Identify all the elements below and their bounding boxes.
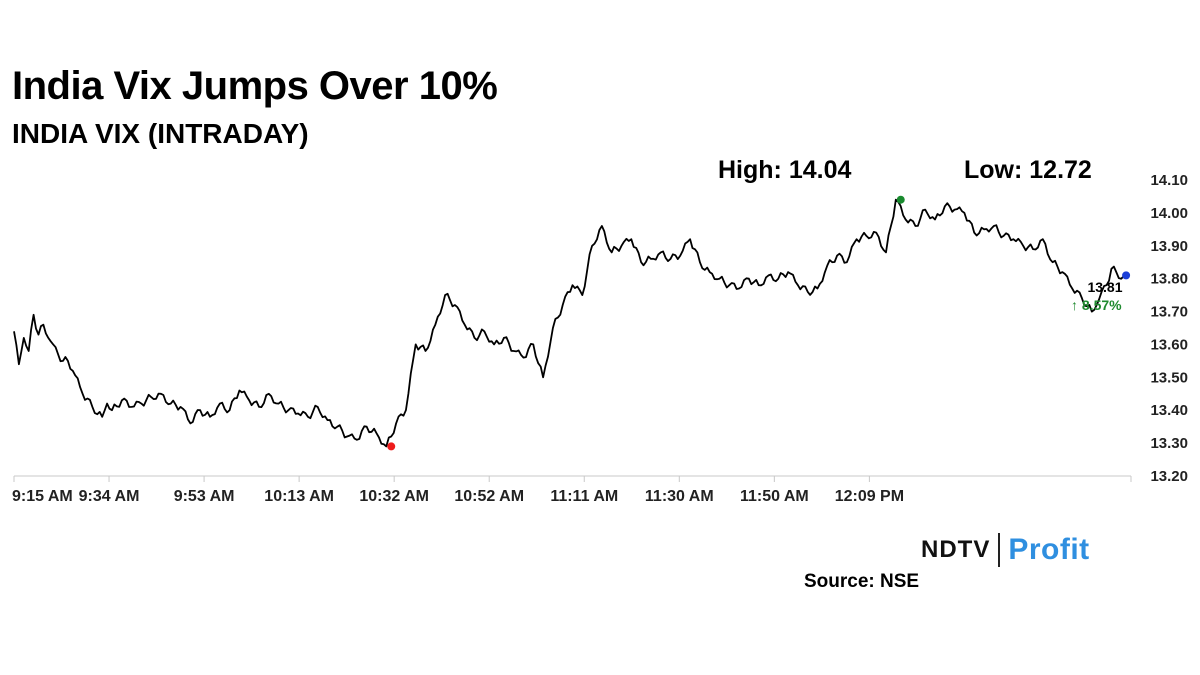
- y-tick-label: 13.20: [1150, 468, 1188, 485]
- x-tick-label: 10:13 AM: [264, 488, 334, 505]
- y-tick-label: 14.00: [1150, 205, 1188, 222]
- x-tick-label: 11:11 AM: [550, 488, 618, 505]
- last-value-label: 13.81: [1087, 279, 1122, 295]
- chart-title: India Vix Jumps Over 10%: [12, 64, 498, 108]
- y-tick-label: 13.60: [1150, 336, 1188, 353]
- last-point-marker: [1122, 271, 1131, 280]
- x-tick-label: 9:15 AM: [12, 488, 73, 505]
- series-layer: [13, 198, 1127, 448]
- y-tick-label: 13.70: [1150, 304, 1188, 321]
- x-tick-label: 9:53 AM: [174, 488, 235, 505]
- x-tick-label: 12:09 PM: [835, 488, 904, 505]
- axes: 9:15 AM 9:34 AM 9:53 AM 10:13 AM 10:32 AM 10:…: [12, 172, 1188, 505]
- low-point-marker: [387, 442, 396, 451]
- source-note: Source: NSE: [804, 571, 920, 592]
- change-label: ↑ 8.57%: [1071, 297, 1122, 313]
- y-tick-label: 13.30: [1150, 435, 1188, 452]
- logo-ndtv-text: NDTV: [921, 536, 991, 563]
- y-tick-label: 13.90: [1150, 238, 1188, 255]
- chart-subtitle: INDIA VIX (INTRADAY): [12, 118, 309, 149]
- ndtv-profit-logo: NDTV Profit: [921, 530, 1090, 570]
- x-tick-label: 10:52 AM: [454, 488, 524, 505]
- low-stat: Low: 12.72: [964, 156, 1092, 184]
- y-tick-label: 13.80: [1150, 271, 1188, 288]
- series-line: [13, 198, 1127, 448]
- x-tick-label: 11:50 AM: [740, 488, 809, 505]
- y-tick-label: 13.50: [1150, 369, 1188, 386]
- y-tick-label: 14.10: [1150, 172, 1188, 189]
- logo-separator: [998, 533, 1001, 567]
- y-tick-label: 13.40: [1150, 402, 1188, 419]
- x-tick-label: 11:30 AM: [645, 488, 714, 505]
- x-tick-label: 10:32 AM: [359, 488, 429, 505]
- marker-layer: [387, 195, 1131, 451]
- logo-profit-text: Profit: [1008, 533, 1090, 566]
- high-stat: High: 14.04: [718, 156, 852, 184]
- high-point-marker: [896, 195, 905, 204]
- x-tick-label: 9:34 AM: [79, 488, 140, 505]
